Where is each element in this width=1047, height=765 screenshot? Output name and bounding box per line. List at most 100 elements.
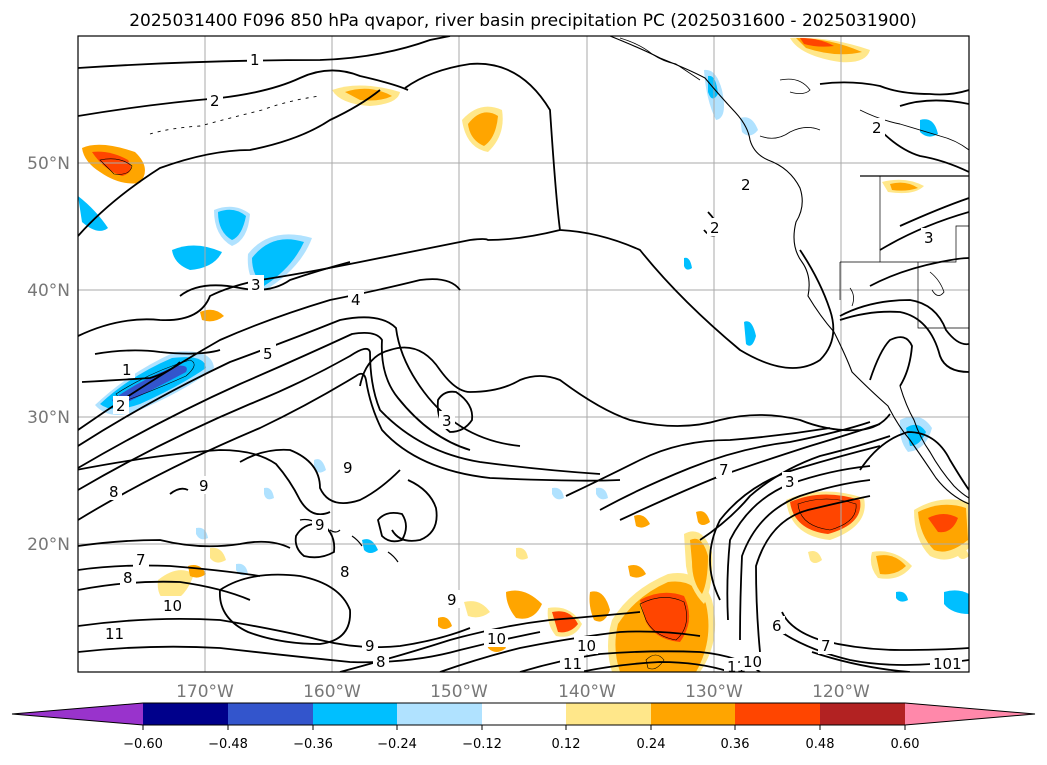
fill-patch — [468, 112, 498, 146]
colorbar-segment — [143, 703, 228, 725]
fill-patch — [928, 514, 958, 533]
colorbar: −0.60 −0.48 −0.36 −0.24 −0.12 0.12 0.24 … — [11, 702, 1036, 752]
contour-label: 2 — [710, 219, 720, 237]
colorbar-segment — [735, 703, 820, 725]
contour-label: 9 — [315, 516, 325, 534]
contour-label: 8 — [123, 569, 133, 587]
contour-label: 7 — [136, 551, 146, 569]
lat-label: 40°N — [27, 281, 70, 301]
contour-label: 1 — [250, 51, 260, 69]
lat-label: 50°N — [27, 154, 70, 174]
fill-patch — [464, 601, 490, 618]
fill-patch — [345, 88, 392, 101]
lat-label: 30°N — [27, 408, 70, 428]
fill-patch — [684, 257, 692, 270]
fill-patch — [552, 487, 564, 500]
colorbar-tick-label: 0.48 — [806, 737, 835, 752]
contour-label: 9 — [447, 591, 457, 609]
colorbar-tick-label: −0.48 — [208, 737, 248, 752]
contour-label: 3 — [251, 276, 261, 294]
colorbar-tick-label: 0.60 — [891, 737, 920, 752]
fill-patch — [362, 539, 378, 553]
colorbar-segment — [820, 703, 905, 725]
fill-patch — [264, 487, 274, 500]
fill-patch — [696, 511, 710, 525]
colorbar-segment — [482, 703, 566, 725]
contour-label: 7 — [719, 461, 729, 479]
fill-patch — [589, 591, 610, 622]
fill-patch — [628, 565, 646, 578]
latitude-labels: 50°N 40°N 30°N 20°N — [27, 154, 70, 555]
fill-patch — [634, 515, 650, 528]
fill-patch — [516, 547, 528, 560]
contour-label: 10 — [577, 637, 596, 655]
fill-patch — [640, 592, 690, 642]
colorbar-tick-label: −0.12 — [462, 737, 502, 752]
contour-label: 8 — [109, 483, 119, 501]
contour-label: 3 — [442, 412, 452, 430]
contour-label: 3 — [924, 229, 934, 247]
colorbar-tick-label: 0.36 — [721, 737, 750, 752]
contour-label: 3 — [785, 473, 795, 491]
contour-label: 9 — [365, 637, 375, 655]
colorbar-segment — [651, 703, 735, 725]
fill-patch — [920, 119, 938, 137]
contour-label: 10 — [163, 597, 182, 615]
colorbar-tick-label: −0.60 — [123, 737, 163, 752]
fill-patch — [740, 117, 758, 136]
contour-label: 2 — [741, 176, 751, 194]
fill-patch — [596, 487, 608, 500]
fill-patch — [210, 547, 226, 563]
contour-label: 101 — [933, 655, 962, 673]
fill-patch — [200, 309, 224, 322]
contour-label: 8 — [376, 653, 386, 671]
colorbar-segment — [228, 703, 313, 725]
fill-patch — [157, 570, 194, 604]
contour-label: 11 — [563, 655, 582, 673]
lon-label: 160°W — [303, 682, 361, 702]
colorbar-segment — [566, 703, 651, 725]
contour-label: 5 — [263, 345, 273, 363]
fill-outlines — [99, 158, 857, 670]
colorbar-extend-low — [12, 703, 143, 725]
colorbar-tick-label: 0.12 — [552, 737, 581, 752]
colorbar-tick-label: −0.36 — [293, 737, 333, 752]
lon-label: 130°W — [685, 682, 743, 702]
contour-labels: 1 2 3 4 5 1 2 3 2 2 2 3 8 9 — [102, 50, 962, 673]
fill-patch — [552, 611, 578, 633]
map-frame — [77, 35, 970, 673]
contour-label: 9 — [343, 459, 353, 477]
colorbar-tick-label: 0.24 — [637, 737, 666, 752]
fill-patch — [172, 245, 222, 270]
lon-label: 140°W — [558, 682, 616, 702]
contour-label: 9 — [199, 477, 209, 495]
contour-label: 2 — [210, 92, 220, 110]
fill-patch — [944, 590, 969, 614]
precipitation-fills — [78, 37, 969, 672]
fill-patch — [790, 494, 861, 534]
graticule — [78, 36, 969, 672]
fill-patch — [800, 38, 834, 47]
colorbar-segment — [397, 703, 482, 725]
fill-patch — [218, 209, 246, 240]
contour-label: 6 — [772, 617, 782, 635]
lon-label: 120°W — [812, 682, 870, 702]
lat-label: 20°N — [27, 535, 70, 555]
fill-patch — [78, 196, 108, 231]
contour-label: 11 — [105, 625, 124, 643]
fill-patch — [744, 321, 756, 346]
contour-label: 2 — [116, 397, 126, 415]
map-area: 1 2 3 4 5 1 2 3 2 2 2 3 8 9 — [78, 36, 969, 673]
fill-patch — [896, 591, 908, 602]
fill-patch — [314, 459, 326, 473]
contour-label: 10 — [487, 630, 506, 648]
fill-patch — [252, 239, 304, 286]
longitude-labels: 170°W 160°W 150°W 140°W 130°W 120°W — [176, 682, 870, 702]
fill-patch — [690, 538, 708, 594]
fill-patch — [890, 182, 918, 191]
contour-label: 2 — [872, 119, 882, 137]
colorbar-extend-high — [905, 703, 1035, 725]
contour-label: 4 — [351, 291, 361, 309]
contour-label: 7 — [821, 637, 831, 655]
